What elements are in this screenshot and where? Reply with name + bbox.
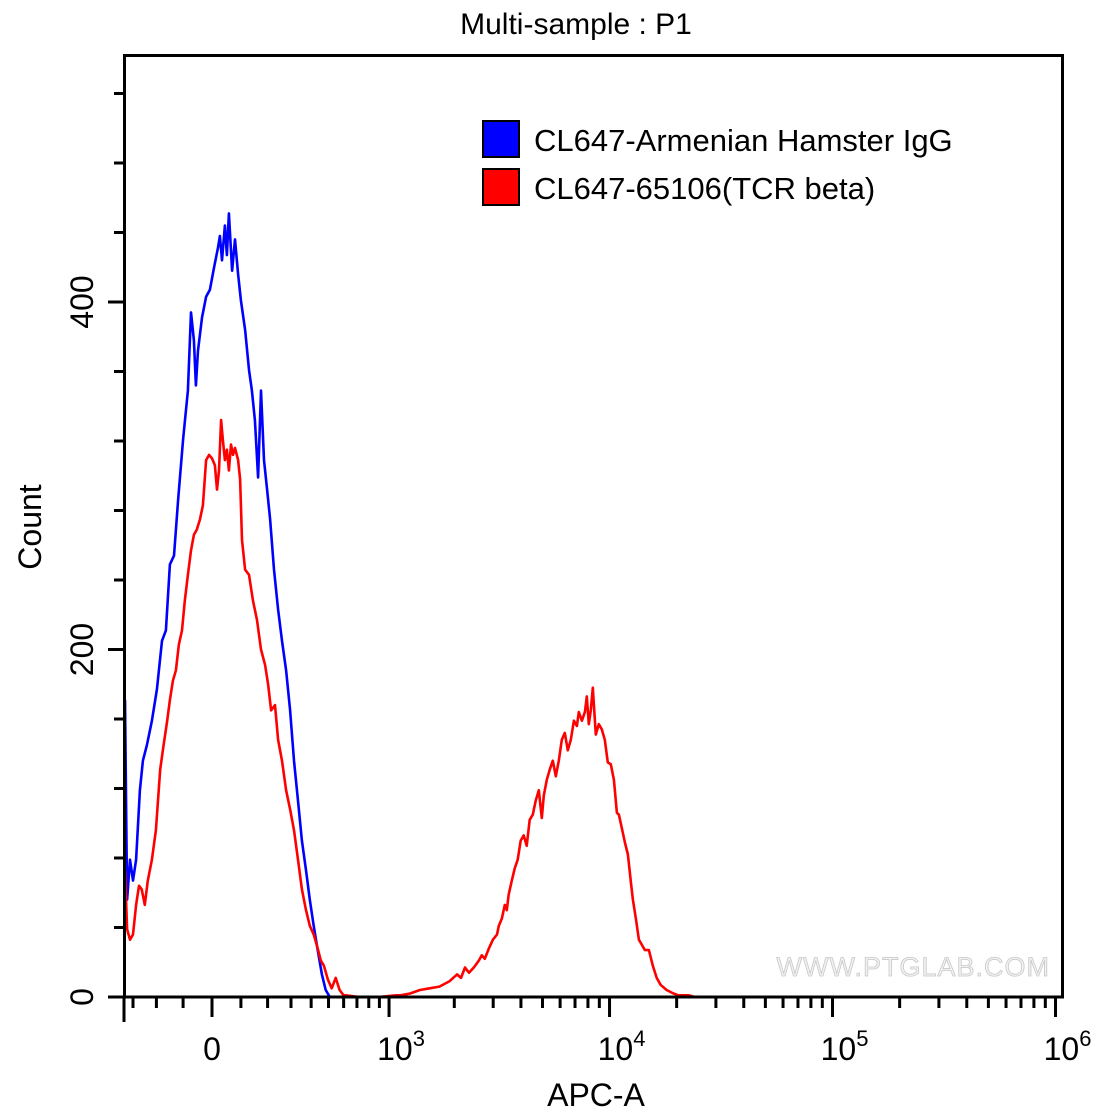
legend: CL647-Armenian Hamster IgG CL647-65106(TC… — [482, 120, 953, 206]
legend-label: CL647-Armenian Hamster IgG — [534, 123, 953, 158]
y-axis-label: Count — [12, 484, 48, 570]
x-axis: 0 103 104 105 106 — [122, 997, 1092, 1067]
series-group — [123, 212, 695, 999]
legend-label: CL647-65106(TCR beta) — [534, 171, 875, 206]
x-tick-label: 0 — [203, 1031, 221, 1067]
watermark-text: WWW.PTGLAB.COM — [777, 952, 1051, 982]
y-axis: 0 200 400 — [64, 92, 124, 1006]
plot-frame — [123, 54, 1064, 999]
chart-title: Multi-sample : P1 — [460, 8, 692, 41]
series-line-tcr-beta — [123, 418, 695, 999]
x-tick-label: 103 — [377, 1026, 425, 1067]
x-tick-label: 106 — [1044, 1026, 1092, 1067]
legend-swatch — [482, 120, 520, 158]
x-tick-label: 105 — [821, 1026, 869, 1067]
watermark: WWW.PTGLAB.COM — [776, 952, 1051, 983]
y-tick-label: 400 — [64, 275, 100, 328]
x-tick-label: 104 — [598, 1026, 646, 1067]
legend-swatch — [482, 168, 520, 206]
x-axis-label: APC-A — [547, 1077, 645, 1113]
series-line-isotype-control — [123, 212, 331, 998]
y-tick-label: 200 — [64, 623, 100, 676]
y-tick-label: 0 — [64, 988, 100, 1006]
